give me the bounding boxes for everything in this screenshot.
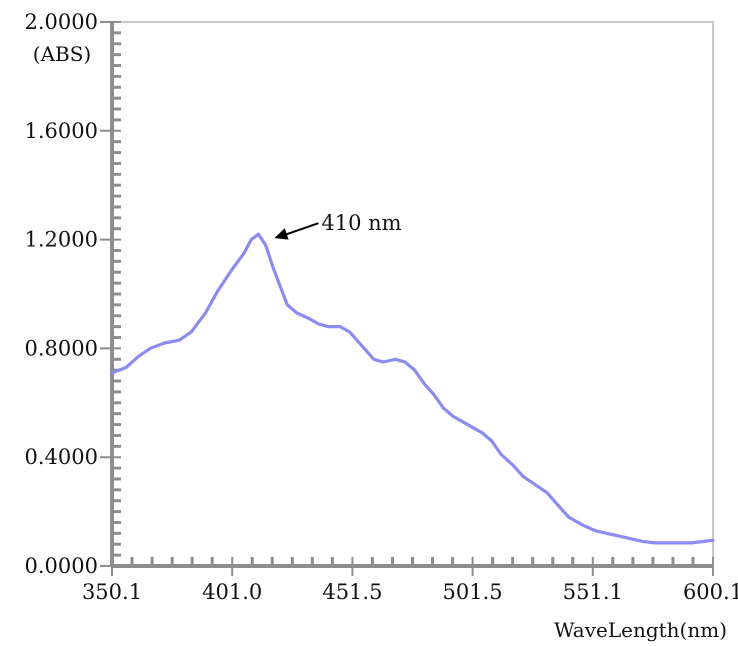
y-tick-label: 1.2000 xyxy=(25,228,98,252)
x-tick-label: 551.1 xyxy=(563,580,623,604)
y-tick-label: 0.0000 xyxy=(25,554,98,578)
annotation-arrow-line xyxy=(282,222,319,237)
x-tick-label: 451.5 xyxy=(322,580,382,604)
x-tick-label: 350.1 xyxy=(82,580,142,604)
y-tick-label: 0.4000 xyxy=(25,445,98,469)
annotation-arrowhead xyxy=(274,228,289,240)
x-tick-label: 600.1 xyxy=(683,580,738,604)
y-tick-label: 1.6000 xyxy=(25,119,98,143)
x-axis-label: WaveLength(nm) xyxy=(554,618,727,642)
axes xyxy=(110,21,714,568)
annotation-label: 410 nm xyxy=(321,211,401,235)
x-tick-label: 501.5 xyxy=(443,580,503,604)
absorbance-series-line xyxy=(110,232,715,545)
y-tick-label: 2.0000 xyxy=(25,10,98,34)
x-tick-label: 401.0 xyxy=(202,580,262,604)
tick-labels: 0.0000 0.4000 0.8000 1.2000 1.6000 2.0000 350.… xyxy=(25,10,738,604)
series-layer xyxy=(110,232,715,545)
tick-marks xyxy=(100,21,714,576)
plot-frame xyxy=(111,21,714,567)
y-axis-label: (ABS) xyxy=(33,42,91,66)
annotations: 410 nm xyxy=(274,211,402,240)
y-tick-label: 0.8000 xyxy=(25,336,98,360)
